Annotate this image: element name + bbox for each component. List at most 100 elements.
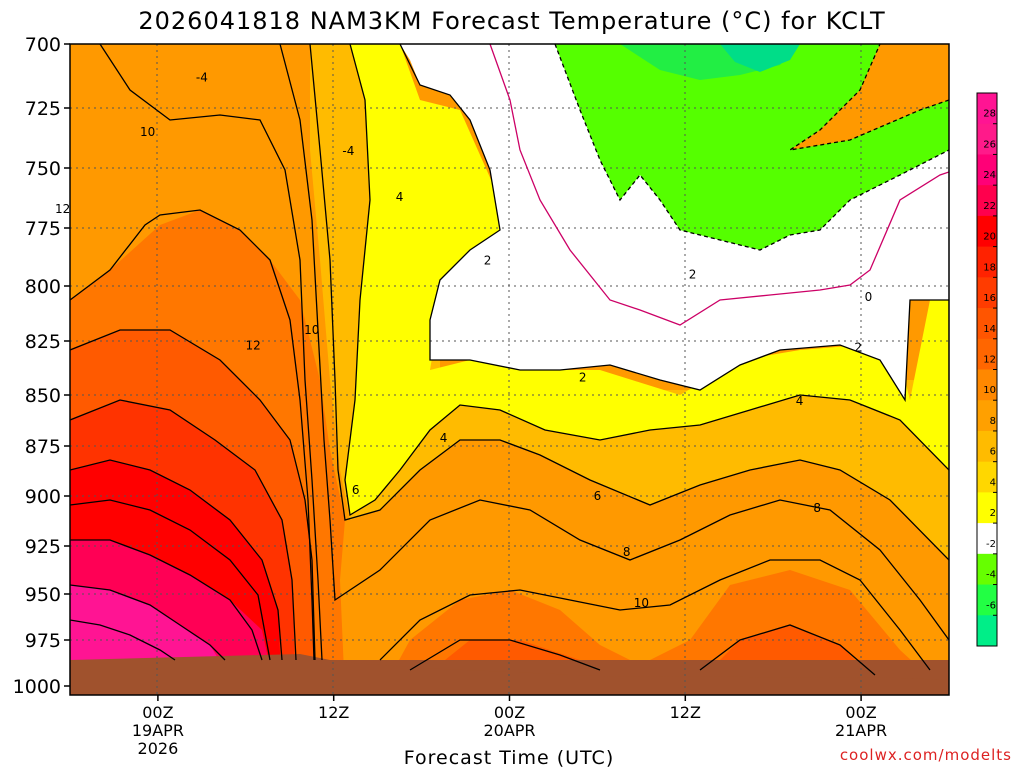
colorbar-label: 12 bbox=[983, 355, 996, 366]
temperature-field bbox=[70, 44, 949, 695]
contour-18 bbox=[70, 459, 283, 661]
colorbar-label: 22 bbox=[983, 201, 996, 212]
colorbar-swatch bbox=[977, 185, 997, 217]
colorbar-swatch bbox=[977, 553, 997, 586]
colorbar-swatch bbox=[977, 246, 997, 278]
colorbar-swatch bbox=[977, 123, 997, 155]
contour-label: 2 bbox=[854, 340, 862, 354]
contour-22 bbox=[70, 539, 263, 661]
colorbar-swatch bbox=[977, 461, 997, 493]
colorbar-label: 28 bbox=[983, 109, 996, 120]
fill-minus6-green bbox=[720, 44, 800, 72]
contour-label: -4 bbox=[342, 144, 354, 158]
colorbar-swatch bbox=[977, 400, 997, 432]
chart-title: 2026041818 NAM3KM Forecast Temperature (… bbox=[138, 7, 885, 35]
x-axis-label: Forecast Time (UTC) bbox=[404, 747, 614, 768]
y-tick-label: 800 bbox=[25, 276, 61, 298]
y-tick-label: 775 bbox=[25, 218, 61, 240]
contour-label: 12 bbox=[245, 338, 260, 352]
contour-label: 8 bbox=[623, 545, 631, 559]
contour-minus4 bbox=[554, 44, 949, 251]
colorbar-label: 24 bbox=[983, 170, 996, 181]
colorbar-swatch bbox=[977, 615, 997, 647]
colorbar-swatch bbox=[977, 430, 997, 463]
fill-subzero-green bbox=[555, 44, 949, 250]
contour-12 bbox=[70, 209, 876, 676]
y-tick-label: 725 bbox=[25, 98, 61, 120]
x-tick-label: 12Z bbox=[318, 703, 349, 722]
x-tick-label: 12Z bbox=[670, 703, 701, 722]
contour-label: 2 bbox=[689, 267, 697, 281]
colorbar-swatch bbox=[977, 584, 997, 616]
contour-label: 2 bbox=[579, 371, 587, 385]
colorbar-label: 6 bbox=[990, 447, 996, 458]
contour-label: -4 bbox=[196, 70, 208, 84]
contour-label: 0 bbox=[865, 290, 873, 304]
y-tick-label: 1000 bbox=[13, 676, 61, 698]
colorbar-label: -6 bbox=[986, 600, 996, 611]
x-tick-label: 20APR bbox=[483, 721, 535, 740]
colorbar-label: -2 bbox=[986, 539, 996, 550]
y-axis: 700 725 750 775 800 825 850 875 900 925 950 975 1000 bbox=[13, 34, 70, 698]
colorbar: 28 26 24 22 20 18 16 14 12 10 8 6 4 2 -2 -4 -6 bbox=[976, 92, 998, 647]
contour-labels: -4 -4 10 12 4 2 2 0 10 12 2 2 4 4 6 6 8 8 10 bbox=[55, 70, 872, 610]
colorbar-label: 16 bbox=[983, 293, 996, 304]
contour-4 bbox=[344, 44, 949, 517]
contour-14 bbox=[70, 329, 316, 661]
contour-2 bbox=[399, 44, 949, 403]
y-tick-label: 975 bbox=[25, 630, 61, 652]
colorbar-label: 2 bbox=[990, 508, 996, 519]
colorbar-swatch bbox=[977, 308, 997, 340]
contour-6 bbox=[309, 44, 949, 561]
credit-link[interactable]: coolwx.com/modelts bbox=[840, 746, 1012, 764]
colorbar-swatch bbox=[977, 369, 997, 401]
colorbar-label: 26 bbox=[983, 139, 996, 150]
contour-label: 10 bbox=[634, 596, 649, 610]
contour-label: 12 bbox=[55, 202, 70, 216]
x-tick-label: 21APR bbox=[835, 721, 887, 740]
contour-20 bbox=[70, 499, 271, 661]
y-tick-label: 750 bbox=[25, 158, 61, 180]
colorbar-label: 18 bbox=[983, 262, 996, 273]
contour-label: 4 bbox=[396, 190, 404, 204]
y-tick-label: 850 bbox=[25, 385, 61, 407]
colorbar-label: -4 bbox=[986, 570, 996, 581]
colorbar-label: 14 bbox=[983, 324, 996, 335]
colorbar-swatch bbox=[977, 93, 997, 125]
contour-10 bbox=[99, 44, 931, 671]
colorbar-swatch bbox=[977, 338, 997, 370]
contour-label: 10 bbox=[304, 323, 319, 337]
colorbar-swatch bbox=[977, 523, 997, 555]
y-tick-label: 875 bbox=[25, 436, 61, 458]
x-tick-label: 00Z bbox=[142, 703, 173, 722]
contour-0 bbox=[489, 44, 949, 326]
colorbar-label: 20 bbox=[983, 232, 996, 243]
grid bbox=[70, 44, 949, 695]
contour-label: 4 bbox=[796, 394, 804, 408]
contour-lines bbox=[70, 44, 949, 676]
contour-16 bbox=[70, 399, 297, 661]
colorbar-label: 10 bbox=[983, 385, 996, 396]
contour-8 bbox=[279, 44, 949, 641]
colorbar-swatch bbox=[977, 492, 997, 524]
x-tick-label: 2026 bbox=[138, 739, 179, 758]
contour-label: 2 bbox=[484, 253, 492, 267]
colorbar-swatch bbox=[977, 277, 997, 309]
contour-label: 4 bbox=[440, 431, 448, 445]
colorbar-label: 4 bbox=[990, 477, 996, 488]
contour-label: 6 bbox=[352, 483, 360, 497]
colorbar-swatch bbox=[977, 215, 997, 248]
y-tick-label: 825 bbox=[25, 331, 61, 353]
x-tick-label: 19APR bbox=[132, 721, 184, 740]
y-tick-label: 700 bbox=[25, 34, 61, 56]
colorbar-label: 8 bbox=[990, 416, 996, 427]
contour-label: 6 bbox=[594, 489, 602, 503]
y-tick-label: 900 bbox=[25, 486, 61, 508]
contour-label: 10 bbox=[140, 125, 155, 139]
colorbar-swatch bbox=[977, 154, 997, 186]
y-tick-label: 925 bbox=[25, 536, 61, 558]
contour-label: 8 bbox=[813, 501, 821, 515]
contour-26 bbox=[70, 619, 176, 661]
